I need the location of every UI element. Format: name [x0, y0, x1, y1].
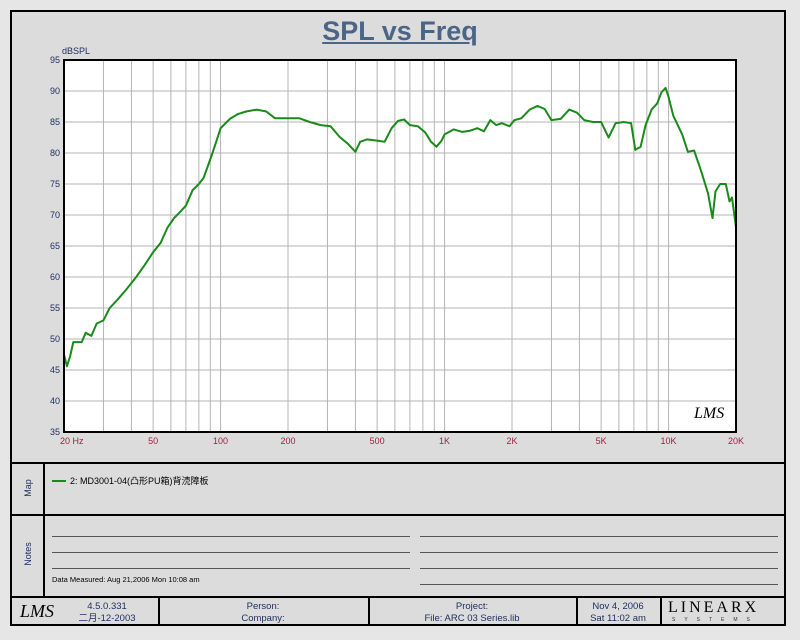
plot-border	[63, 59, 737, 433]
legend-text: 2: MD3001-04(凸形PU箱)背涜障板	[70, 476, 209, 486]
person-label: Person:	[246, 601, 280, 612]
version-date: 二月-12-2003	[78, 613, 136, 624]
data-measured-text: Data Measured: Aug 21,2006 Mon 10:08 am	[52, 575, 200, 584]
note-line	[420, 568, 778, 569]
series-line	[63, 86, 737, 368]
x-tick-label: 10K	[661, 436, 677, 446]
divider-footer-top	[12, 596, 786, 598]
project-label: Project:	[455, 601, 489, 612]
legend-entry: 2: MD3001-04(凸形PU箱)背涜障板	[52, 474, 209, 487]
divider-notes-top	[12, 514, 786, 516]
file-label: File: ARC 03 Series.lib	[424, 613, 520, 624]
project-block: Project: File: ARC 03 Series.lib	[370, 601, 574, 625]
x-tick-label: 2K	[506, 436, 517, 446]
label-column-divider	[43, 464, 45, 596]
x-tick-label: 1K	[439, 436, 450, 446]
y-tick-label: 85	[50, 117, 60, 127]
date-block: Nov 4, 2006 Sat 11:02 am	[578, 601, 658, 625]
note-line	[52, 552, 410, 553]
y-tick-label: 75	[50, 179, 60, 189]
footer-divider	[660, 598, 662, 626]
y-tick-label: 95	[50, 55, 60, 65]
note-line	[420, 584, 778, 585]
linearx-logo: LINEARX	[668, 599, 760, 616]
x-tick-label: 20 Hz	[60, 436, 84, 446]
x-tick-label: 20K	[728, 436, 744, 446]
x-tick-label: 50	[148, 436, 158, 446]
version-text: 4.5.0.331	[87, 601, 127, 612]
x-tick-label: 5K	[596, 436, 607, 446]
time-text: Sat 11:02 am	[590, 613, 646, 624]
company-label: Company:	[241, 613, 285, 624]
y-tick-label: 45	[50, 365, 60, 375]
footer-divider	[158, 598, 160, 626]
notes-label: Notes	[23, 542, 33, 566]
note-line	[52, 568, 410, 569]
note-line	[420, 536, 778, 537]
x-tick-label: 500	[370, 436, 385, 446]
note-line	[420, 552, 778, 553]
note-line	[52, 536, 410, 537]
person-block: Person: Company:	[160, 601, 366, 625]
lms-logo: LMS	[20, 601, 55, 621]
x-tick-label: 100	[213, 436, 228, 446]
y-tick-label: 40	[50, 396, 60, 406]
plot-watermark: LMS	[694, 405, 725, 422]
y-tick-label: 70	[50, 210, 60, 220]
footer-divider	[368, 598, 370, 626]
y-tick-label: 65	[50, 241, 60, 251]
version-block: 4.5.0.331 二月-12-2003	[62, 601, 152, 625]
linearx-systems-text: SYSTEMS	[672, 617, 759, 623]
chart-title: SPL vs Freq	[322, 16, 478, 46]
legend-swatch	[52, 479, 66, 482]
y-tick-label: 55	[50, 303, 60, 313]
divider-map-top	[12, 462, 786, 464]
date-text: Nov 4, 2006	[592, 601, 644, 612]
y-tick-label: 90	[50, 86, 60, 96]
y-tick-label: 60	[50, 272, 60, 282]
footer-divider	[576, 598, 578, 626]
x-tick-label: 200	[280, 436, 295, 446]
y-tick-label: 35	[50, 427, 60, 437]
y-tick-label: 50	[50, 334, 60, 344]
y-axis-label: dBSPL	[62, 46, 90, 56]
y-tick-label: 80	[50, 148, 60, 158]
map-label: Map	[23, 479, 33, 497]
